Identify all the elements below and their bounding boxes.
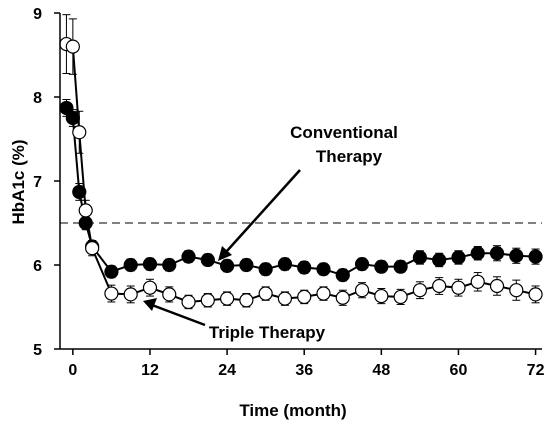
arrow-conventional: [218, 169, 301, 261]
data-point-conventional-therapy: [393, 259, 408, 274]
data-point-triple-therapy: [432, 278, 447, 294]
annotation-triple: Triple Therapy: [209, 323, 326, 342]
x-tick-label: 24: [218, 362, 236, 379]
data-point-triple-therapy: [374, 288, 389, 304]
data-point-triple-therapy: [528, 287, 543, 302]
data-point-conventional-therapy: [65, 110, 80, 126]
y-tick-label: 9: [33, 6, 42, 23]
data-point-triple-therapy: [85, 241, 100, 256]
data-point-triple-therapy: [277, 291, 293, 306]
data-point-conventional-therapy: [354, 257, 370, 272]
data-point-conventional-therapy: [432, 252, 447, 268]
series-lines: [65, 43, 536, 303]
data-point-conventional-therapy: [219, 258, 235, 273]
data-point-triple-therapy: [142, 280, 158, 295]
data-point-conventional-therapy: [200, 252, 215, 268]
data-point-conventional-therapy: [509, 248, 524, 263]
data-point-triple-therapy: [297, 289, 312, 305]
series-line-conventional-therapy: [65, 107, 536, 277]
data-point-triple-therapy: [181, 294, 196, 310]
data-point-triple-therapy: [489, 278, 505, 294]
data-point-triple-therapy: [72, 125, 87, 140]
data-point-triple-therapy: [451, 280, 466, 295]
data-point-conventional-therapy: [489, 246, 505, 261]
x-tick-label: 60: [450, 362, 468, 379]
y-tick-label: 7: [33, 174, 42, 191]
annotation-conventional-line2: Therapy: [316, 147, 383, 166]
data-point-triple-therapy: [200, 293, 215, 308]
data-point-triple-therapy: [219, 291, 235, 306]
data-point-triple-therapy: [335, 290, 350, 305]
data-point-triple-therapy: [123, 287, 138, 302]
x-tick-label: 72: [527, 362, 545, 379]
x-tick-label: 48: [372, 362, 390, 379]
data-point-conventional-therapy: [181, 249, 196, 264]
y-tick-label: 5: [33, 342, 42, 359]
x-tick-label: 0: [68, 362, 77, 379]
data-point-conventional-therapy: [162, 257, 177, 273]
data-point-conventional-therapy: [277, 257, 293, 272]
data-point-conventional-therapy: [316, 262, 331, 277]
data-point-triple-therapy: [78, 203, 93, 218]
data-point-triple-therapy: [65, 39, 80, 54]
data-point-conventional-therapy: [412, 250, 427, 265]
data-point-conventional-therapy: [374, 259, 389, 274]
data-point-conventional-therapy: [258, 262, 273, 277]
y-tick-label: 6: [33, 258, 42, 275]
data-point-conventional-therapy: [297, 260, 312, 275]
series-line-triple-therapy: [66, 43, 536, 303]
data-point-triple-therapy: [354, 283, 370, 298]
data-point-conventional-therapy: [123, 257, 138, 273]
y-axis-title: HbA1c (%): [9, 139, 28, 224]
y-tick-label: 8: [33, 90, 42, 107]
data-point-triple-therapy: [239, 293, 254, 308]
x-tick-label: 12: [141, 362, 159, 379]
data-point-triple-therapy: [162, 287, 177, 302]
data-point-conventional-therapy: [239, 257, 254, 273]
data-point-triple-therapy: [104, 286, 119, 301]
data-point-conventional-therapy: [72, 184, 87, 200]
data-points: [59, 36, 543, 310]
data-point-triple-therapy: [509, 283, 524, 298]
data-point-conventional-therapy: [528, 249, 543, 264]
data-point-conventional-therapy: [451, 250, 466, 265]
data-point-triple-therapy: [316, 286, 331, 301]
annotation-conventional-line1: Conventional: [290, 123, 398, 142]
y-ticks: 5 6 7 8 9: [33, 6, 60, 359]
data-point-conventional-therapy: [104, 264, 119, 279]
arrow-triple: [143, 298, 206, 327]
data-point-conventional-therapy: [470, 246, 485, 261]
data-point-conventional-therapy: [335, 267, 350, 283]
data-point-triple-therapy: [393, 289, 408, 305]
data-point-triple-therapy: [258, 286, 273, 301]
data-point-triple-therapy: [470, 274, 485, 289]
data-point-triple-therapy: [412, 283, 427, 298]
x-tick-label: 36: [295, 362, 313, 379]
data-point-conventional-therapy: [142, 257, 158, 272]
x-axis-title: Time (month): [239, 401, 346, 420]
x-ticks: 0 12 24 36 48 60 72: [68, 349, 545, 379]
data-point-conventional-therapy: [78, 215, 93, 231]
